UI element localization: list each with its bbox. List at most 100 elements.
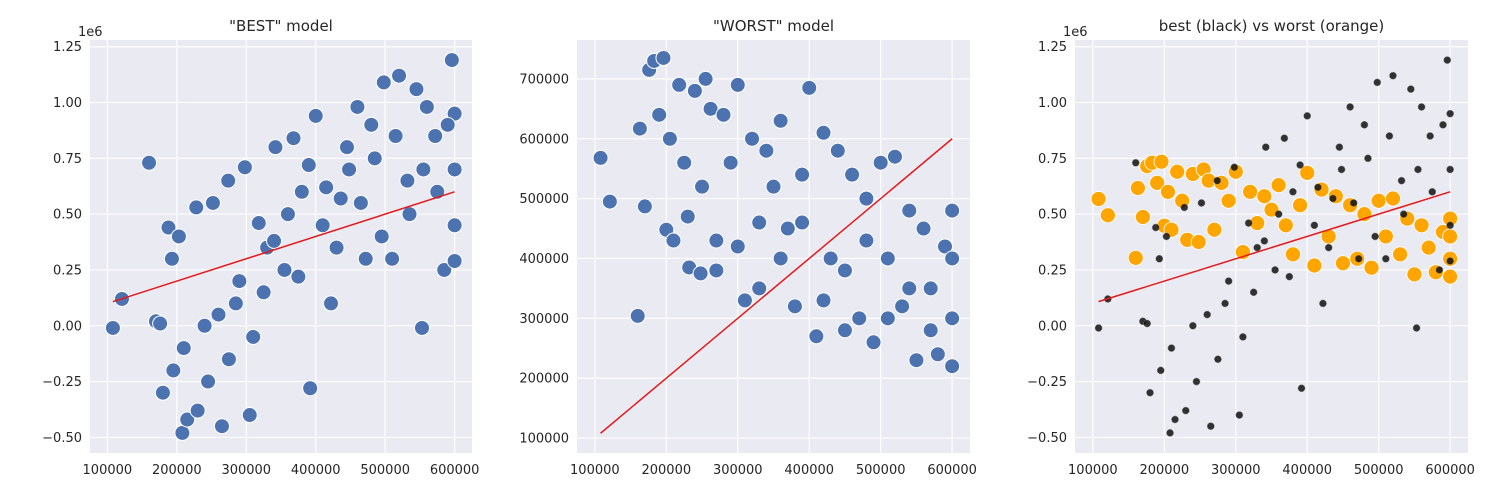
data-point — [1360, 120, 1369, 129]
data-point — [210, 306, 227, 323]
data-point — [822, 250, 839, 267]
data-point — [1389, 71, 1397, 80]
data-point — [1162, 232, 1171, 241]
x-tick-label: 500000 — [1354, 463, 1404, 478]
data-point — [1159, 183, 1176, 200]
data-point — [189, 402, 206, 419]
data-point — [1099, 207, 1116, 224]
data-point — [1414, 165, 1422, 174]
y-tick-label: 1.00 — [53, 96, 82, 111]
data-point — [686, 82, 703, 99]
data-point — [879, 310, 896, 327]
data-point — [200, 373, 217, 390]
data-point — [1417, 103, 1426, 111]
y-offset-label: 1e6 — [1063, 25, 1088, 40]
chart-title: "BEST" model — [229, 17, 333, 35]
y-tick-label: 0.75 — [53, 152, 82, 167]
data-point — [772, 112, 789, 129]
data-point — [729, 76, 746, 93]
x-tick-label: 500000 — [360, 463, 410, 478]
data-point — [391, 67, 408, 84]
data-point — [1155, 254, 1164, 263]
data-point — [1446, 109, 1454, 118]
x-tick-label: 500000 — [856, 463, 906, 478]
data-point — [179, 411, 196, 428]
data-point — [729, 238, 746, 255]
data-point — [1220, 192, 1237, 209]
data-point — [1280, 134, 1289, 143]
data-point — [104, 319, 121, 336]
data-point — [1324, 243, 1333, 252]
data-point — [944, 202, 961, 219]
data-point — [307, 107, 324, 124]
y-tick-label: −0.50 — [1027, 431, 1067, 446]
data-point — [227, 295, 244, 312]
data-point — [836, 262, 853, 279]
data-point — [349, 98, 366, 115]
data-point — [373, 228, 390, 245]
subplot-comparison: 100000 200000 300000 400000 500000 600000 −0.5… — [1027, 17, 1475, 478]
y-tick-label: 500000 — [519, 192, 569, 207]
data-point — [1129, 180, 1146, 196]
data-point — [1143, 319, 1152, 328]
data-point — [1297, 384, 1306, 393]
data-point — [1189, 321, 1197, 330]
data-point — [786, 298, 803, 315]
data-point — [1153, 153, 1170, 170]
data-point — [1335, 255, 1351, 272]
data-point — [1285, 246, 1301, 263]
data-point — [736, 292, 753, 309]
data-point — [366, 150, 383, 167]
data-point — [661, 130, 678, 147]
data-point — [836, 322, 853, 339]
data-point — [886, 148, 903, 165]
data-point — [1413, 217, 1430, 234]
data-point — [427, 127, 444, 144]
y-tick-label: 0.75 — [1038, 152, 1067, 167]
data-point — [1230, 163, 1239, 172]
data-point — [1335, 143, 1344, 152]
data-point — [1392, 246, 1409, 263]
data-point — [266, 232, 283, 249]
data-point — [1349, 199, 1358, 207]
data-point — [944, 250, 961, 267]
y-tick-label: 0.25 — [53, 263, 82, 278]
data-point — [858, 232, 875, 249]
data-point — [1310, 221, 1319, 230]
data-point — [636, 198, 653, 215]
x-tick-label: 100000 — [570, 463, 620, 478]
data-point — [1214, 355, 1222, 364]
data-point — [601, 193, 618, 210]
x-tick-label: 400000 — [784, 463, 834, 478]
data-point — [387, 127, 404, 144]
data-point — [944, 310, 961, 327]
data-point — [651, 106, 668, 123]
data-point — [300, 157, 317, 174]
data-point — [592, 149, 609, 166]
x-tick-label: 600000 — [927, 463, 977, 478]
data-point — [936, 238, 953, 255]
data-point — [894, 298, 911, 315]
data-point — [1420, 239, 1437, 256]
data-point — [332, 190, 349, 207]
data-point — [446, 253, 463, 270]
data-point — [751, 214, 768, 231]
data-point — [175, 340, 192, 357]
data-point — [1319, 299, 1327, 308]
data-point — [170, 228, 187, 245]
data-point — [1385, 190, 1401, 207]
y-tick-label: 100000 — [519, 432, 569, 447]
data-point — [751, 280, 768, 297]
y-tick-label: −0.50 — [42, 431, 82, 446]
data-point — [1149, 174, 1166, 191]
data-point — [384, 250, 401, 267]
data-point — [163, 250, 180, 267]
data-point — [1274, 210, 1283, 218]
data-point — [443, 52, 460, 69]
data-point — [929, 346, 946, 363]
data-point — [1412, 324, 1421, 332]
data-point — [141, 154, 158, 171]
data-point — [1206, 221, 1223, 238]
data-point — [302, 380, 319, 397]
data-point — [1377, 228, 1394, 245]
